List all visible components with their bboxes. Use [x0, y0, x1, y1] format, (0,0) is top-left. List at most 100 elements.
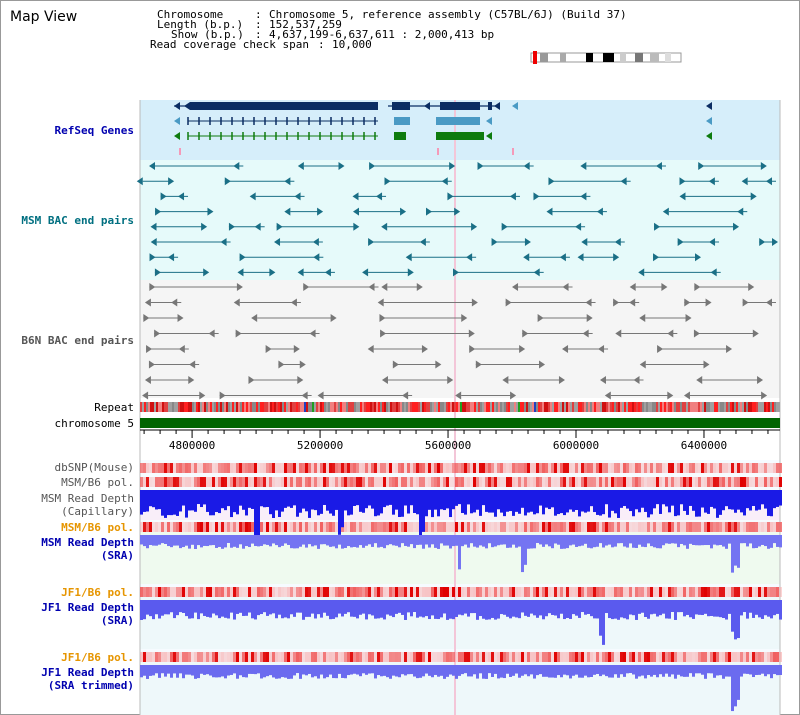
msm-b6-pol-strip-2 [560, 522, 563, 532]
msm-b6-pol-strip [599, 477, 602, 487]
jf1-b6-pol-strip [230, 587, 233, 597]
jf1-sra-depth-bar [746, 600, 749, 619]
jf1-trimmed-depth-bar [209, 665, 212, 676]
jf1-sra-depth-bar [593, 600, 596, 619]
msm-b6-pol-strip-2 [179, 522, 182, 532]
gene-exon [190, 102, 378, 110]
refseq-gene-track[interactable] [174, 102, 712, 155]
dbsnp-strip [200, 463, 203, 473]
jf1-b6-pol-strip-2 [329, 652, 332, 662]
msm-capillary-depth-bar [653, 490, 656, 509]
b6n-bac-track[interactable] [142, 283, 776, 400]
repeat-element [640, 402, 642, 412]
jf1-sra-depth-bar [740, 600, 743, 616]
jf1-trimmed-depth-bar [437, 665, 440, 677]
repeat-element [452, 402, 454, 412]
msm-capillary-depth-bar [659, 490, 662, 514]
jf1-b6-pol-strip-2 [662, 652, 665, 662]
repeat-element [256, 402, 258, 412]
jf1-b6-pol-strip-2 [308, 652, 311, 662]
repeat-element [580, 402, 582, 412]
track-label-chromosome: chromosome 5 [54, 417, 134, 430]
msm-b6-pol-strip-2 [512, 522, 515, 532]
jf1-trimmed-depth-bar [353, 665, 356, 674]
jf1-b6-pol-strip [374, 587, 377, 597]
jf1-trimmed-depth-bar [350, 665, 353, 675]
msm-capillary-depth-bar [503, 490, 506, 517]
bac-end-marker [562, 283, 569, 291]
gene-strand-arrow [706, 117, 712, 125]
msm-b6-pol-strip-2 [737, 522, 740, 532]
repeat-element [188, 402, 190, 412]
msm-b6-pol-strip-2 [695, 522, 698, 532]
jf1-b6-pol-strip [305, 587, 308, 597]
jf1-trimmed-depth-bar [473, 665, 476, 675]
jf1-b6-pol-strip [368, 587, 371, 597]
jf1-sra-depth-bar [686, 600, 689, 615]
jf1-b6-pol-strip-2 [233, 652, 236, 662]
msm-capillary-depth-bar [581, 490, 584, 512]
msm-b6-pol-strip [236, 477, 239, 487]
msm-b6-pol-strip [419, 477, 422, 487]
jf1-sra-depth-bar [326, 600, 329, 616]
msm-bac-track[interactable] [136, 162, 778, 277]
jf1-trimmed-depth-bar [359, 665, 362, 677]
jf1-trimmed-depth-bar [464, 665, 467, 674]
jf1-b6-pol-strip-2 [194, 652, 197, 662]
jf1-b6-pol-strip-2 [404, 652, 407, 662]
msm-b6-pol-strip-2 [470, 522, 473, 532]
track-label-msm-bac[interactable]: MSM BAC end pairs [21, 214, 134, 227]
track-label-refseq[interactable]: RefSeq Genes [54, 124, 134, 137]
repeat-element [622, 402, 624, 412]
msm-sra-depth-bar [623, 535, 626, 547]
jf1-sra-depth-bar [431, 600, 434, 616]
dbsnp-strip [440, 463, 443, 473]
msm-b6-pol-strip [674, 477, 677, 487]
msm-capillary-depth-bar [284, 490, 287, 508]
gene-strand-arrow [174, 102, 180, 110]
repeat-element [146, 402, 148, 412]
length-value: 152,537,259 [269, 18, 342, 31]
bac-end-marker [317, 391, 324, 400]
msm-b6-pol-strip-2 [686, 522, 689, 532]
jf1-b6-pol-strip-2 [371, 652, 374, 662]
jf1-sra-depth-bar [638, 600, 641, 614]
jf1-b6-pol-strip-2 [293, 652, 296, 662]
jf1-b6-pol-strip [764, 587, 767, 597]
jf1-b6-pol-strip [578, 587, 581, 597]
dbsnp-strip [692, 463, 695, 473]
jf1-b6-pol-strip [545, 587, 548, 597]
repeat-element [244, 402, 246, 412]
jf1-sra-depth-bar [158, 600, 161, 619]
msm-b6-pol-strip [536, 477, 539, 487]
msm-b6-pol-strip-2 [581, 522, 584, 532]
jf1-b6-pol-strip [629, 587, 632, 597]
dbsnp-strip [269, 463, 272, 473]
bac-end-marker [352, 207, 359, 216]
jf1-sra-depth-bar [710, 600, 713, 616]
jf1-sra-depth-bar [323, 600, 326, 613]
gene-strand-arrow [424, 102, 430, 110]
bac-end-marker [160, 192, 167, 201]
bac-end-marker [703, 360, 710, 369]
bac-end-marker [633, 376, 640, 384]
jf1-trimmed-depth-bar [401, 665, 404, 675]
bac-end-marker [524, 238, 531, 246]
msm-sra-depth-bar [641, 535, 644, 547]
jf1-b6-pol-strip-2 [314, 652, 317, 662]
bac-end-marker [629, 298, 636, 307]
repeat-element [604, 402, 606, 412]
jf1-b6-pol-strip-2 [392, 652, 395, 662]
gene-strand-arrow [494, 102, 500, 110]
repeat-element [436, 402, 438, 412]
chromosome-ideogram[interactable] [530, 51, 682, 64]
track-label-b6n-bac[interactable]: B6N BAC end pairs [21, 334, 134, 347]
msm-b6-pol-strip-2 [506, 522, 509, 532]
bac-end-marker [237, 268, 244, 277]
msm-sra-depth-bar [563, 535, 566, 549]
jf1-sra-depth-bar [458, 600, 461, 615]
jf1-sra-depth-bar [623, 600, 626, 619]
jf1-b6-pol-strip [278, 587, 281, 597]
msm-b6-pol-strip [686, 477, 689, 487]
